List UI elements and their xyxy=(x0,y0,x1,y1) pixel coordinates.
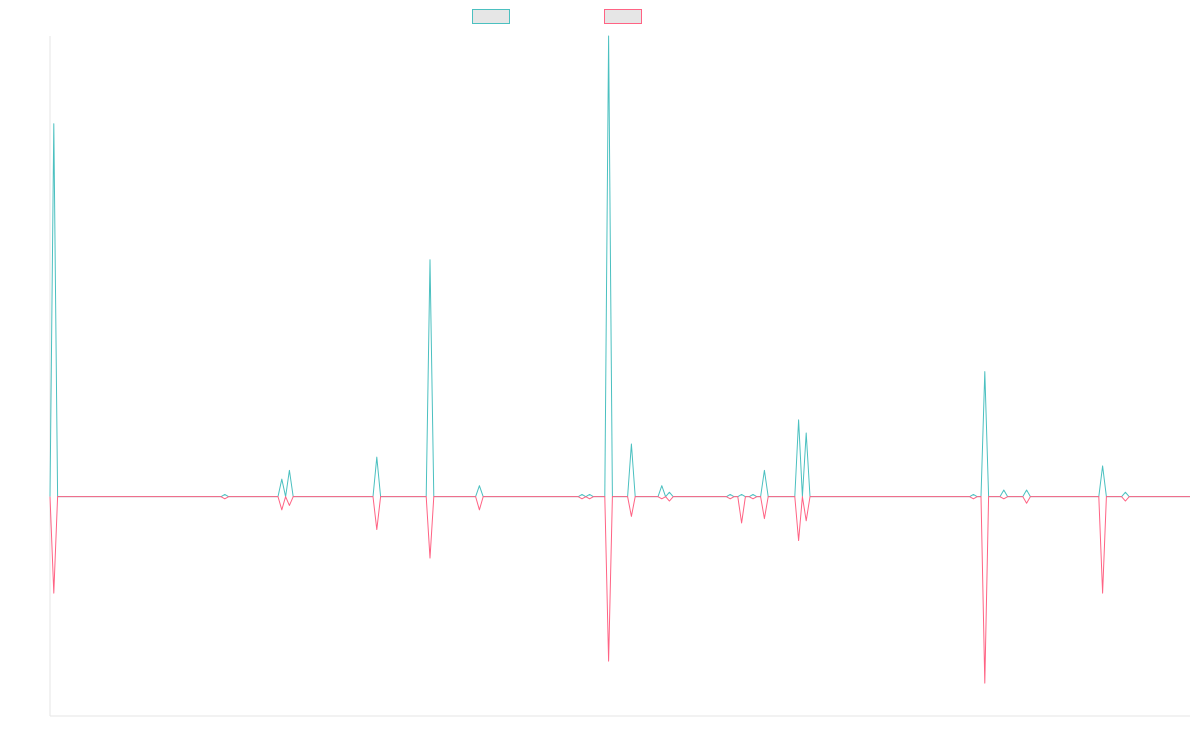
legend-swatch-series-1 xyxy=(472,9,510,24)
legend-item-series-1[interactable] xyxy=(472,9,516,24)
legend-item-series-2[interactable] xyxy=(604,9,648,24)
series-line-2[interactable] xyxy=(49,496,1190,684)
series-line-1[interactable] xyxy=(49,35,1190,498)
legend xyxy=(0,9,1200,27)
series-group xyxy=(49,35,1190,684)
legend-swatch-series-2 xyxy=(604,9,642,24)
